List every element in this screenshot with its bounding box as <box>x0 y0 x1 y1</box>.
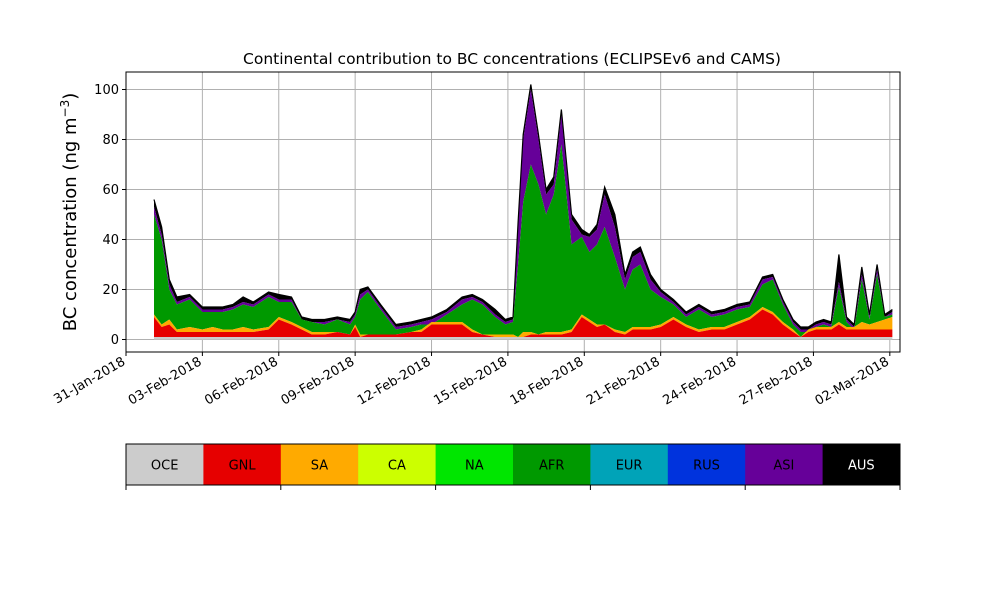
y-tick-label: 0 <box>111 333 119 348</box>
colorbar-legend: OCE GNL SA CA NA AFR EUR RUS ASI AUS <box>125 443 901 490</box>
legend-label-rus: RUS <box>693 459 720 474</box>
x-tick-label: 24-Feb-2018 <box>661 354 740 408</box>
legend-swatch-sa <box>280 444 359 485</box>
x-tick-label: 12-Feb-2018 <box>355 354 434 408</box>
plot-frame <box>125 71 901 353</box>
area-sa <box>154 307 893 337</box>
area-gnl <box>154 309 893 337</box>
legend-swatch-eur <box>590 444 669 485</box>
x-tick-label: 03-Feb-2018 <box>126 354 205 408</box>
x-tick-label: 21-Feb-2018 <box>584 354 663 408</box>
legend-swatch-na <box>435 444 514 485</box>
x-tick-label: 02-Mar-2018 <box>813 354 892 408</box>
legend-label-aus: AUS <box>848 459 875 474</box>
legend-label-sa: SA <box>311 459 328 474</box>
legend-label-oce: OCE <box>151 459 179 474</box>
x-tick-label: 06-Feb-2018 <box>202 354 281 408</box>
x-tick-label: 31-Jan-2018 <box>51 354 128 407</box>
legend-swatch-asi <box>745 444 824 485</box>
legend-label-na: NA <box>465 459 484 474</box>
legend-frame <box>125 443 901 486</box>
legend-label-eur: EUR <box>616 459 643 474</box>
area-oce <box>154 337 893 340</box>
legend-swatch-aus <box>822 444 901 485</box>
y-tick-label: 40 <box>102 233 119 248</box>
legend-label-afr: AFR <box>539 459 564 474</box>
stacked-areas <box>153 84 893 340</box>
legend-swatch-gnl <box>203 444 282 485</box>
y-tick-label: 20 <box>102 283 119 298</box>
legend-swatch-afr <box>513 444 591 485</box>
area-afr <box>154 144 893 337</box>
chart-title: Continental contribution to BC concentra… <box>243 50 781 68</box>
x-tick-label: 09-Feb-2018 <box>279 354 358 408</box>
y-axis-label-text: BC concentration (ng m <box>60 117 81 331</box>
x-tick-label: 27-Feb-2018 <box>737 354 816 408</box>
x-tick-label: 18-Feb-2018 <box>508 354 587 408</box>
y-axis-label-close: ) <box>60 93 81 100</box>
total-outline <box>153 84 893 328</box>
x-axis-ticks: 31-Jan-201803-Feb-201806-Feb-201809-Feb-… <box>51 352 892 409</box>
legend-label-gnl: GNL <box>229 459 257 474</box>
y-tick-label: 60 <box>102 183 119 198</box>
legend-swatch-ca <box>358 444 437 485</box>
legend-swatch-oce <box>126 444 204 485</box>
y-tick-label: 80 <box>102 133 119 148</box>
legend-swatch-rus <box>667 444 746 485</box>
y-axis-ticks: 0 20 40 60 80 100 <box>94 83 126 348</box>
x-tick-label: 15-Feb-2018 <box>431 354 510 408</box>
y-tick-label: 100 <box>94 83 119 98</box>
y-axis-label: BC concentration (ng m−3) <box>58 93 81 332</box>
legend-label-asi: ASI <box>773 459 794 474</box>
y-axis-label-superscript: −3 <box>58 100 72 118</box>
legend-label-ca: CA <box>388 459 406 474</box>
